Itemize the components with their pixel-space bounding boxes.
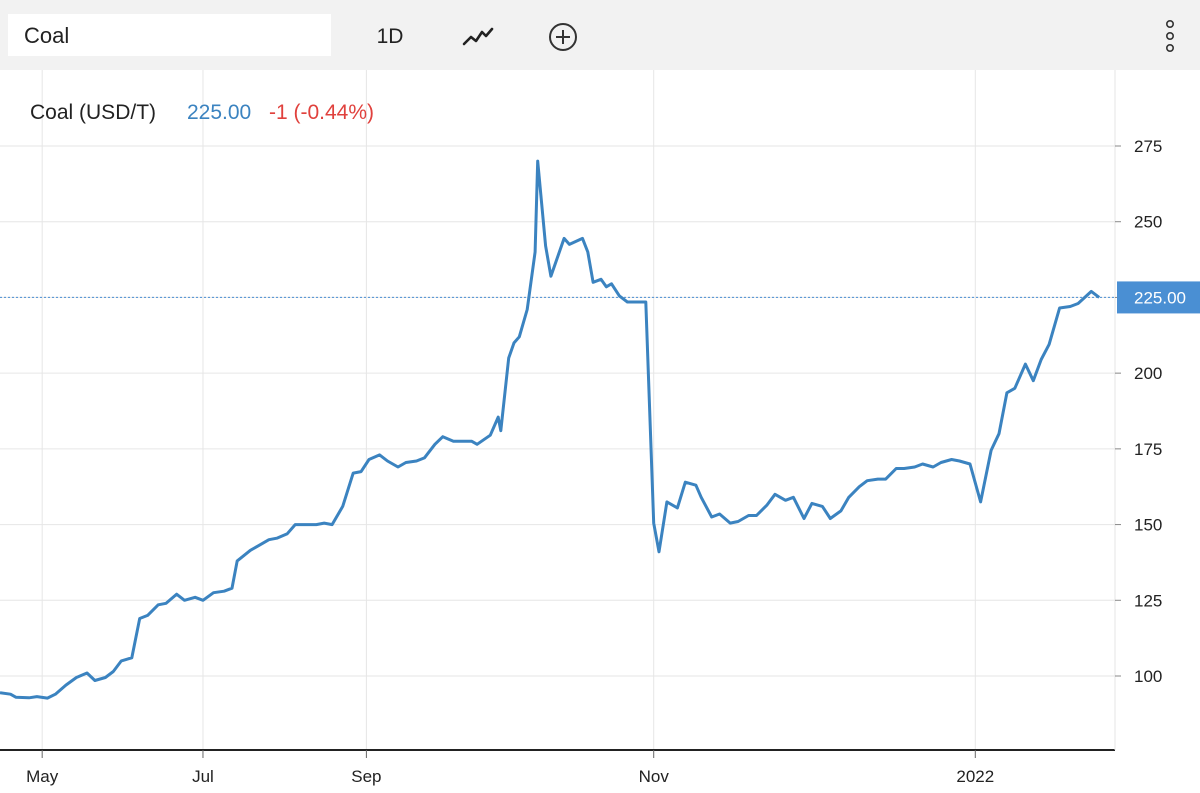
y-tick-label: 125 bbox=[1134, 591, 1162, 610]
horizontal-gridlines bbox=[0, 145, 1115, 677]
period-selector-button[interactable]: 1D bbox=[376, 25, 404, 48]
header-instrument: Coal (USD/T) bbox=[30, 101, 156, 124]
price-chart: May Jul Sep Nov 2022 100 125 150 175 200 250 275 2… bbox=[0, 70, 1200, 786]
last-price-tag-box bbox=[1117, 281, 1200, 314]
x-tick-label: Jul bbox=[192, 767, 214, 786]
last-price-tag-label: 225.00 bbox=[1134, 288, 1186, 307]
x-tick-label: May bbox=[26, 767, 59, 786]
symbol-search-input[interactable]: Coal bbox=[8, 14, 331, 56]
y-tick-label: 275 bbox=[1134, 137, 1162, 156]
x-tick-label: 2022 bbox=[956, 767, 994, 786]
header-last-price: 225.00 bbox=[187, 101, 251, 124]
y-tick-label: 100 bbox=[1134, 667, 1162, 686]
vertical-gridlines bbox=[41, 70, 976, 750]
more-options-icon[interactable] bbox=[1160, 18, 1180, 54]
header-change: -1 (-0.44%) bbox=[269, 101, 374, 124]
series-line[interactable] bbox=[0, 159, 1101, 700]
x-axis-ticks: May Jul Sep Nov 2022 bbox=[26, 750, 994, 786]
y-axis-ticks: 100 125 150 175 200 250 275 bbox=[1115, 137, 1162, 686]
x-tick-label: Nov bbox=[639, 767, 670, 786]
x-tick-label: Sep bbox=[351, 767, 381, 786]
y-tick-label: 175 bbox=[1134, 440, 1162, 459]
y-tick-label: 200 bbox=[1134, 364, 1162, 383]
toolbar: Coal 1D bbox=[0, 0, 1200, 70]
y-tick-label: 150 bbox=[1134, 516, 1162, 535]
last-price-tag: 225.00 bbox=[1117, 281, 1200, 314]
line-chart-type-icon[interactable] bbox=[462, 26, 494, 48]
y-tick-label: 250 bbox=[1134, 213, 1162, 232]
add-indicator-icon[interactable] bbox=[548, 22, 578, 52]
